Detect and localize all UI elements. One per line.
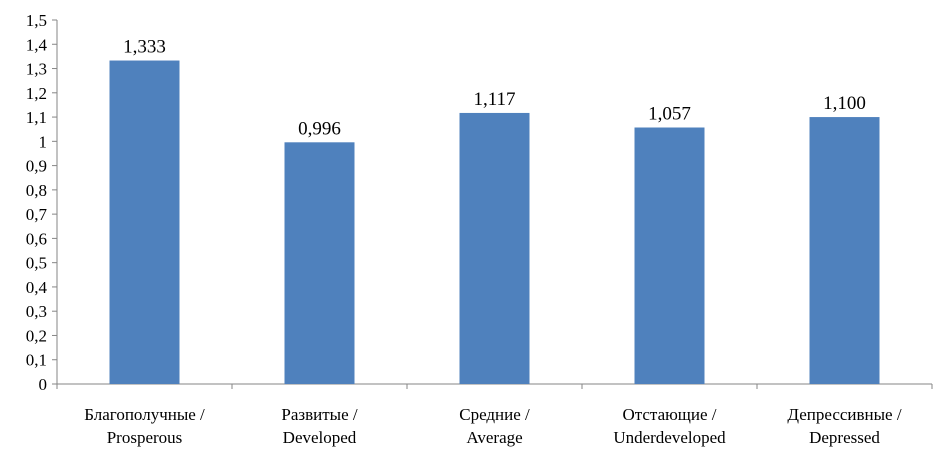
y-tick-label: 0,5 [26,254,47,273]
bars [109,60,880,385]
axes: 0 0,1 0,2 0,3 0,4 0,5 0,6 0,7 0,8 0,9 1 1,1 1,2 1,3 1,… [26,11,933,394]
x-category-label: Underdeveloped [613,428,726,447]
labels: 1,333 Благополучные / Prosperous 0,996 Разви… [84,37,902,447]
data-label: 1,333 [123,37,166,58]
y-tick-label: 1,4 [26,35,48,54]
x-category-label: Prosperous [107,428,183,447]
y-tick-label: 0,9 [26,157,47,176]
x-category-label: Благополучные / [84,405,205,424]
data-label: 0,996 [298,118,341,139]
y-tick-label: 0,6 [26,229,47,248]
x-category-label: Развитые / [281,405,357,424]
y-tick-label: 0,3 [26,302,47,321]
data-label: 1,100 [823,93,866,114]
bar [459,112,530,384]
y-tick-label: 1,3 [26,60,47,79]
y-tick-label: 0 [39,375,48,394]
x-category-label: Average [466,428,522,447]
x-category-label: Средние / [459,405,530,424]
y-tick-label: 0,2 [26,326,47,345]
y-tick-label: 1 [39,132,48,151]
y-tick-label: 0,8 [26,181,47,200]
bar [634,127,705,384]
x-category-label: Depressed [809,428,880,447]
y-tick-label: 0,4 [26,278,48,297]
bar [809,117,880,385]
bar [109,60,180,385]
data-label: 1,057 [648,104,691,125]
y-tick-label: 0,1 [26,351,47,370]
data-label: 1,117 [473,89,515,110]
x-category-label: Депрессивные / [787,405,901,424]
x-category-label: Отстающие / [622,405,716,424]
bar [284,142,355,384]
y-tick-label: 1,5 [26,11,47,30]
y-tick-label: 1,2 [26,84,47,103]
y-tick-label: 0,7 [26,205,48,224]
x-category-label: Developed [283,428,357,447]
y-tick-label: 1,1 [26,108,47,127]
